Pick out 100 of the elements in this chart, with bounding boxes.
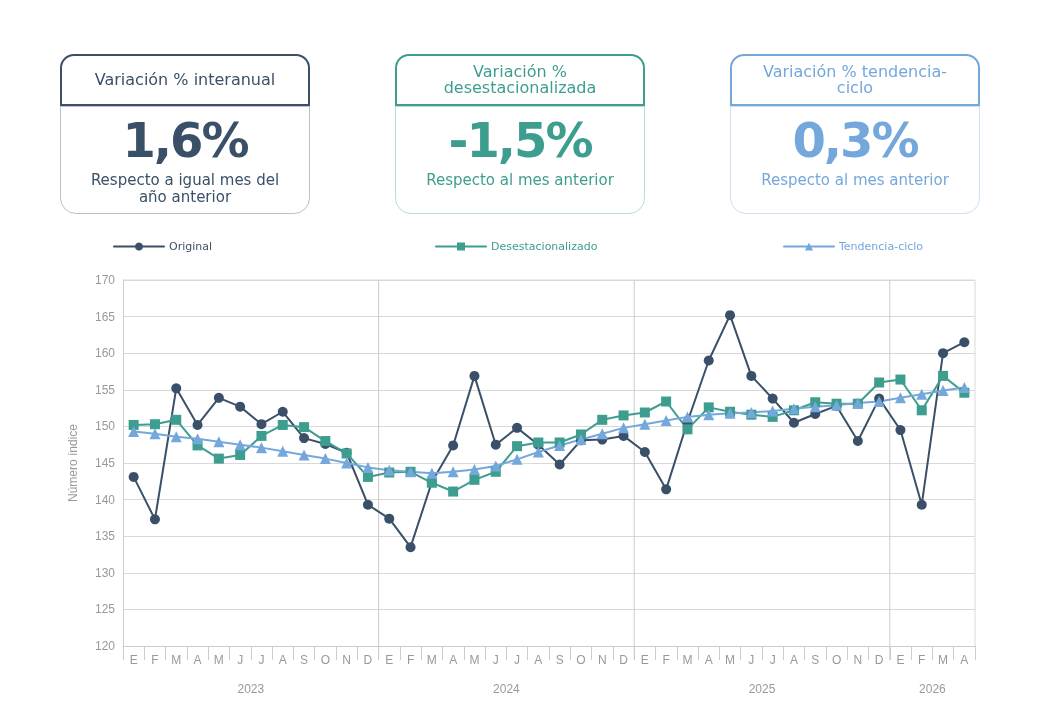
point <box>448 486 459 497</box>
x-tick-label: A <box>278 653 287 667</box>
point <box>895 425 906 436</box>
y-tick-label: 170 <box>94 273 116 287</box>
x-tick-label: F <box>918 653 926 667</box>
point <box>554 459 565 470</box>
point <box>426 467 438 479</box>
x-tick-label: M <box>682 653 693 667</box>
point <box>256 430 267 441</box>
x-tick-label: E <box>640 653 649 667</box>
point <box>618 422 630 434</box>
x-tick-label: N <box>342 653 351 667</box>
point <box>235 449 246 460</box>
y-tick-label: 135 <box>94 529 116 544</box>
text: Respecto a igual mes del año anterior <box>89 171 281 206</box>
point <box>319 453 331 465</box>
point <box>468 464 480 476</box>
point <box>469 370 480 381</box>
text: 2024 <box>493 682 521 696</box>
point <box>873 396 885 408</box>
x-tick-label: N <box>853 653 863 667</box>
x-tick-label: J <box>258 653 265 667</box>
point <box>512 441 523 452</box>
point <box>916 405 927 416</box>
y-tick-label: 125 <box>94 602 116 617</box>
point <box>703 355 714 366</box>
point <box>405 542 416 553</box>
x-tick-label: D <box>874 653 884 667</box>
point <box>639 407 650 418</box>
x-tick-label: O <box>831 653 842 667</box>
text: 2025 <box>748 682 776 696</box>
x-tick-label: O <box>320 653 331 667</box>
point <box>703 409 715 421</box>
point <box>149 419 160 430</box>
x-tick-label: J <box>492 653 499 667</box>
point <box>171 414 182 425</box>
point <box>725 310 736 321</box>
point <box>767 405 779 417</box>
point <box>255 442 267 454</box>
x-tick-label: S <box>300 653 309 667</box>
x-tick-label: A <box>193 653 202 667</box>
text: 1,6% <box>121 112 249 168</box>
point <box>170 431 182 443</box>
x-tick-label: A <box>960 653 969 667</box>
point <box>874 377 885 388</box>
point <box>959 337 970 348</box>
point <box>681 411 693 423</box>
point <box>938 370 949 381</box>
x-tick-label: A <box>449 653 458 667</box>
x-tick-label: S <box>555 653 564 667</box>
point <box>916 388 928 400</box>
point <box>362 499 373 510</box>
text: Respecto al mes anterior <box>760 171 950 189</box>
point <box>341 457 353 469</box>
y-axis-title: Número índice <box>66 423 80 503</box>
point <box>213 392 224 403</box>
point <box>192 433 204 445</box>
point <box>703 402 714 413</box>
y-tick-label: 120 <box>94 639 116 653</box>
x-tick-label: E <box>896 653 905 667</box>
x-tick-label: J <box>237 653 244 667</box>
point <box>852 436 863 447</box>
point <box>192 419 203 430</box>
x-tick-label: O <box>576 653 586 667</box>
x-tick-label: M <box>171 653 182 667</box>
point <box>639 447 650 458</box>
y-tick-label: 145 <box>94 456 116 470</box>
point <box>767 393 778 404</box>
point <box>299 422 310 433</box>
legend-label: Tendencia-ciclo <box>838 240 924 253</box>
x-tick-label: J <box>748 653 755 667</box>
point <box>894 392 906 404</box>
point <box>277 445 289 457</box>
point <box>298 449 310 461</box>
point <box>299 433 310 444</box>
y-tick-label: 155 <box>94 382 116 397</box>
point <box>277 406 288 417</box>
point <box>937 385 949 397</box>
point <box>384 513 395 524</box>
point <box>128 471 139 482</box>
text: Respecto al mes anterior <box>425 171 615 189</box>
text: 2026 <box>919 682 947 696</box>
point <box>362 461 374 473</box>
point <box>597 414 608 425</box>
point <box>682 424 693 435</box>
point <box>916 499 927 510</box>
point <box>128 426 140 438</box>
x-tick-label: E <box>129 653 138 667</box>
x-tick-label: F <box>406 653 415 667</box>
point <box>661 396 672 407</box>
y-tick-label: 140 <box>94 492 116 507</box>
point <box>128 419 139 430</box>
y-tick-label: 160 <box>94 346 116 361</box>
point <box>895 374 906 385</box>
y-tick-label: 150 <box>94 419 116 434</box>
point <box>660 415 672 427</box>
legend-label: Original <box>169 240 213 253</box>
point <box>256 419 267 430</box>
x-tick-label: J <box>769 653 776 667</box>
x-tick-label: M <box>469 653 480 667</box>
